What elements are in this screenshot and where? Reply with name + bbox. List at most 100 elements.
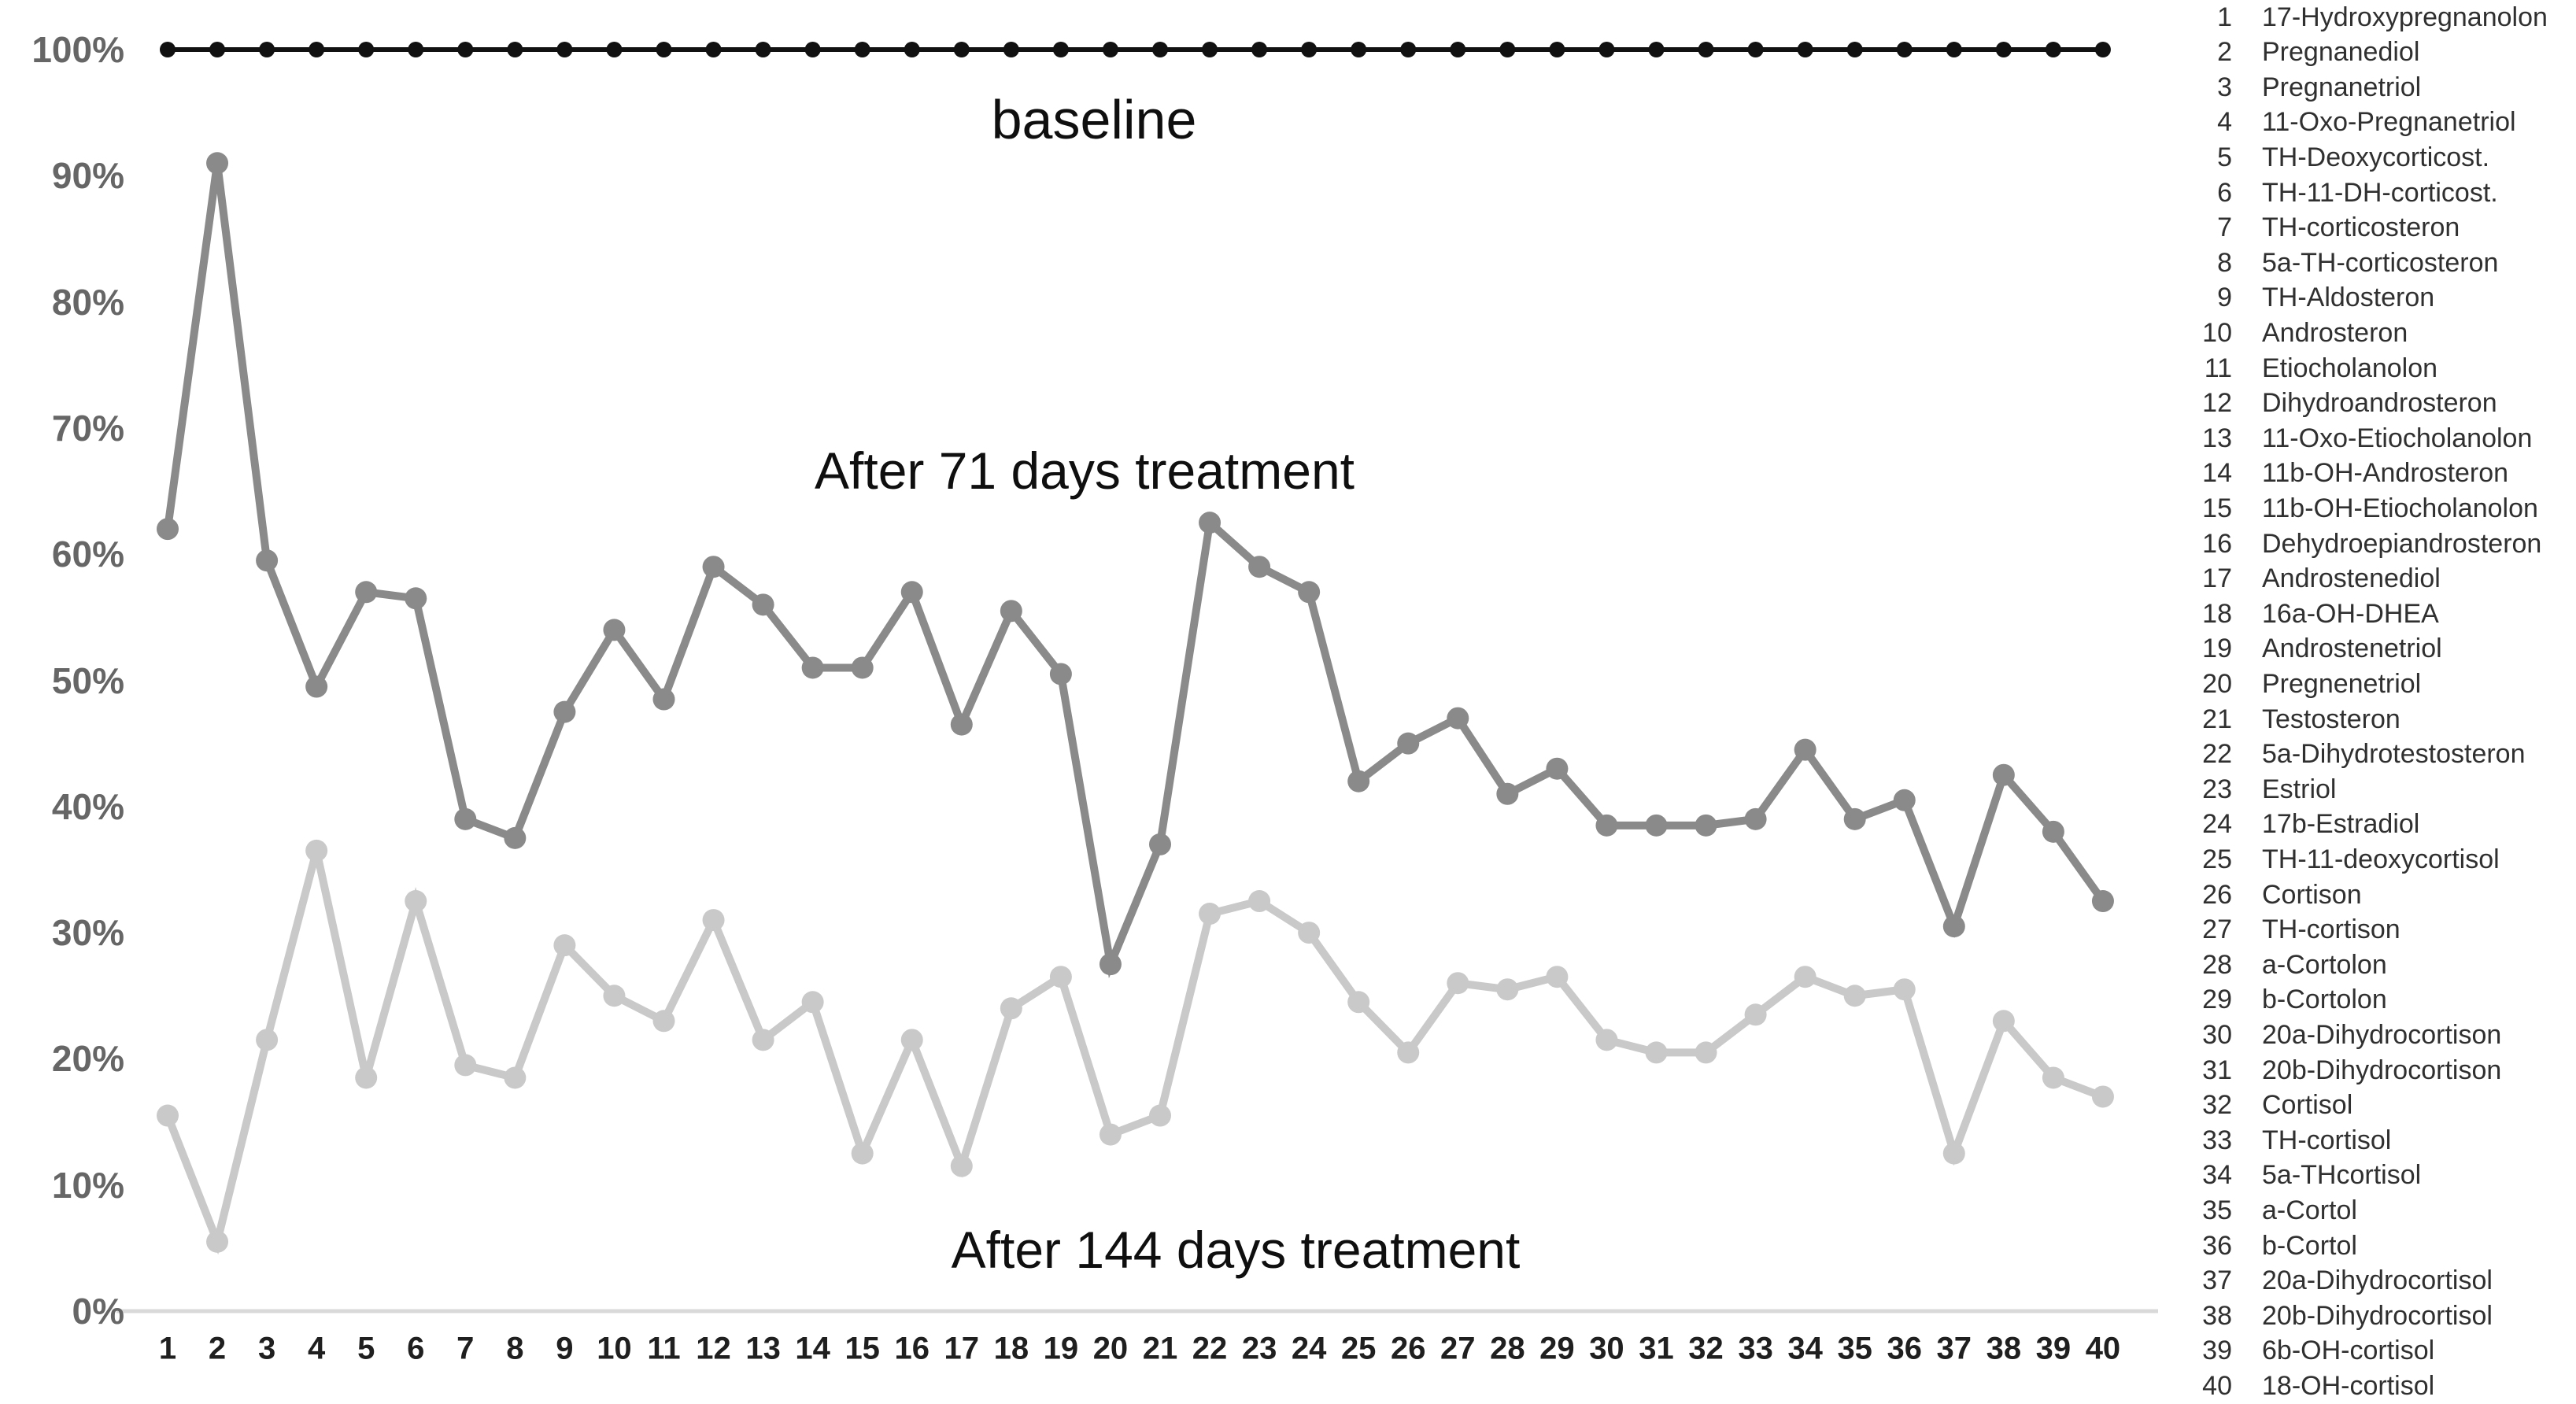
legend-item-number: 24 <box>2202 809 2232 840</box>
legend-item-30: 30 20a-Dihydrocortison <box>2186 1018 2576 1052</box>
legend-item-name: Androstenetriol <box>2262 634 2442 664</box>
legend-item-name: 20b-Dihydrocortisol <box>2262 1300 2493 1331</box>
legend-item-number: 15 <box>2202 493 2232 523</box>
x-tick-label: 34 <box>1787 1331 1823 1366</box>
x-tick-label: 13 <box>745 1331 781 1366</box>
data-point <box>1397 1041 1420 1064</box>
legend-item-number: 5 <box>2217 142 2232 172</box>
x-tick-label: 12 <box>696 1331 731 1366</box>
data-point <box>206 1230 229 1253</box>
data-point <box>1744 1003 1767 1026</box>
legend-item-number: 1 <box>2217 2 2232 32</box>
x-tick-label: 6 <box>407 1331 425 1366</box>
data-point <box>206 152 229 175</box>
legend-item-number: 32 <box>2202 1090 2232 1121</box>
legend-item-name: 6b-OH-cortisol <box>2262 1336 2435 1366</box>
legend-item-name: Dihydroandrosteron <box>2262 388 2497 419</box>
data-point <box>2094 42 2111 57</box>
legend-item-36: 36 b-Cortol <box>2186 1228 2576 1263</box>
data-point <box>1450 42 1466 57</box>
data-point <box>755 42 771 57</box>
x-tick-label: 26 <box>1391 1331 1426 1366</box>
x-tick-label: 21 <box>1142 1331 1178 1366</box>
data-point <box>854 42 870 57</box>
series-line-1 <box>164 162 2107 979</box>
legend-item-number: 11 <box>2204 353 2232 383</box>
data-point <box>1595 814 1618 837</box>
legend-item-name: 5a-THcortisol <box>2262 1160 2422 1191</box>
data-point <box>355 581 378 604</box>
legend-item-number: 37 <box>2202 1265 2232 1296</box>
data-point <box>1595 1029 1618 1051</box>
x-tick-label: 19 <box>1043 1331 1079 1366</box>
legend-item-number: 22 <box>2202 739 2232 770</box>
legend-item-name: Pregnenetriol <box>2262 668 2422 699</box>
data-point <box>1747 42 1764 57</box>
legend-item-29: 29 b-Cortolon <box>2186 983 2576 1018</box>
data-point <box>2045 42 2061 57</box>
legend-item-39: 39 6b-OH-cortisol <box>2186 1334 2576 1369</box>
y-tick-label: 60% <box>51 534 124 575</box>
legend-item-24: 24 17b-Estradiol <box>2186 807 2576 842</box>
data-point <box>457 42 474 57</box>
x-tick-label: 11 <box>647 1331 681 1366</box>
legend-item-number: 4 <box>2217 107 2232 138</box>
data-point <box>1447 707 1469 730</box>
data-point <box>1049 663 1072 685</box>
series-label-baseline: baseline <box>991 89 1197 150</box>
legend-item-number: 40 <box>2202 1370 2232 1401</box>
x-tick-label: 5 <box>357 1331 375 1366</box>
data-point <box>1347 991 1370 1014</box>
compound-legend: 1 17-Hydroxypregnanolon 2 Pregnanediol 3 Preg… <box>2186 0 2576 1404</box>
data-point <box>1896 42 1913 57</box>
legend-item-name: b-Cortolon <box>2262 985 2387 1015</box>
data-point <box>1447 972 1469 995</box>
legend-item-name: 5a-Dihydrotestosteron <box>2262 739 2526 770</box>
x-tick-label: 14 <box>795 1331 830 1366</box>
data-point <box>157 518 179 541</box>
data-point <box>160 42 176 57</box>
legend-item-18: 18 16a-OH-DHEA <box>2186 597 2576 631</box>
data-point <box>2042 820 2064 843</box>
x-tick-label: 22 <box>1192 1331 1228 1366</box>
x-tick-label: 33 <box>1738 1331 1773 1366</box>
data-point <box>1794 738 1817 761</box>
legend-item-name: 11-Oxo-Etiocholanolon <box>2262 423 2533 453</box>
data-point <box>1946 42 1962 57</box>
legend-item-number: 30 <box>2202 1019 2232 1050</box>
legend-item-name: a-Cortolon <box>2262 949 2387 980</box>
legend-item-13: 13 11-Oxo-Etiocholanolon <box>2186 421 2576 456</box>
legend-item-name: a-Cortol <box>2262 1195 2357 1225</box>
legend-item-number: 9 <box>2217 283 2232 313</box>
legend-item-name: 18-OH-cortisol <box>2262 1370 2435 1401</box>
data-point <box>1496 978 1519 1001</box>
data-point <box>1645 814 1668 837</box>
data-point <box>1003 42 1019 57</box>
legend-item-number: 10 <box>2202 317 2232 348</box>
x-tick-label: 24 <box>1291 1331 1327 1366</box>
legend-item-name: 20b-Dihydrocortison <box>2262 1055 2502 1085</box>
data-point <box>1942 1142 1965 1165</box>
y-tick-label: 50% <box>51 660 124 701</box>
legend-item-12: 12 Dihydroandrosteron <box>2186 386 2576 421</box>
data-point <box>2042 1066 2064 1089</box>
legend-item-name: 20a-Dihydrocortison <box>2262 1019 2502 1050</box>
y-tick-label: 10% <box>51 1164 124 1206</box>
legend-item-name: TH-11-deoxycortisol <box>2262 844 2500 874</box>
legend-item-number: 39 <box>2202 1336 2232 1366</box>
data-point <box>1099 1123 1122 1146</box>
data-point <box>408 42 424 57</box>
legend-item-4: 4 11-Oxo-Pregnanetriol <box>2186 105 2576 140</box>
x-tick-label: 23 <box>1241 1331 1277 1366</box>
y-tick-label: 100% <box>31 29 124 70</box>
legend-item-37: 37 20a-Dihydrocortisol <box>2186 1264 2576 1299</box>
data-point <box>1846 42 1863 57</box>
data-point <box>900 581 923 604</box>
x-tick-label: 15 <box>844 1331 880 1366</box>
data-point <box>507 42 523 57</box>
legend-item-8: 8 5a-TH-corticosteron <box>2186 246 2576 280</box>
x-tick-label: 18 <box>993 1331 1029 1366</box>
data-point <box>1893 978 1916 1001</box>
data-point <box>553 934 576 957</box>
